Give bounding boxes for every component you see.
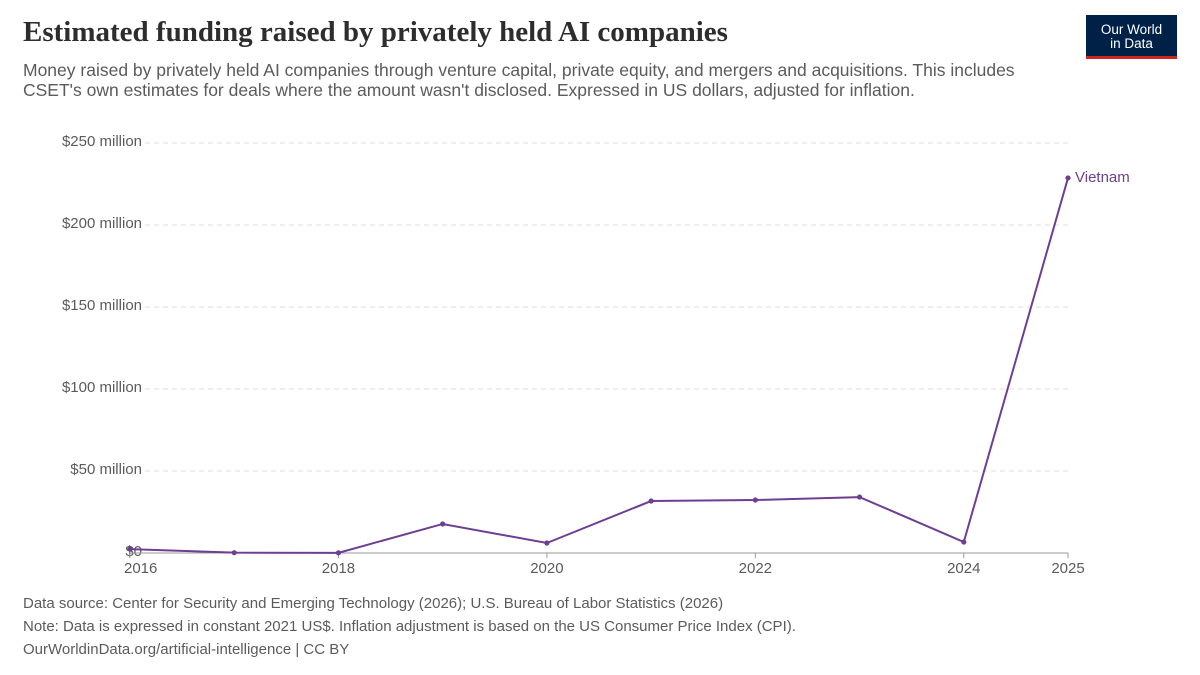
point — [231, 550, 237, 556]
line — [129, 177, 1069, 554]
y-tick-label: $50 million — [70, 461, 142, 478]
point — [856, 494, 863, 500]
logo[interactable]: Our World in Data — [1086, 15, 1177, 59]
logo-text: in Data — [1110, 36, 1153, 51]
logo-text: Our World — [1100, 22, 1163, 37]
y-tick-label: $100 million — [62, 379, 142, 396]
point — [127, 546, 133, 552]
url[interactable]: OurWorldinData.org/artificial-intelligen… — [23, 641, 350, 658]
point — [752, 497, 758, 503]
source: Data source: Center for Security and Eme… — [23, 595, 724, 612]
note: Note: Data is expressed in constant 2021… — [23, 618, 796, 635]
y-tick-label: $0 — [125, 543, 142, 560]
x-tick-label: 2025 — [1051, 560, 1084, 577]
x-tick-label: 2016 — [124, 560, 157, 577]
point — [648, 498, 654, 504]
point — [335, 550, 342, 556]
x-tick-label: 2022 — [739, 560, 772, 577]
chart-subtitle: Money raised by privately held AI compan… — [23, 60, 1015, 100]
x-tick-label: 2024 — [947, 560, 980, 577]
point — [1065, 175, 1071, 181]
y-tick-label: $200 million — [62, 215, 142, 232]
point — [440, 521, 446, 527]
point — [544, 540, 550, 546]
point — [961, 539, 967, 545]
x-tick-label: 2018 — [322, 560, 355, 577]
y-tick-label: $250 million — [62, 133, 142, 150]
x-tick-label: 2020 — [530, 560, 563, 577]
chart-title: Estimated funding raised by privately he… — [23, 16, 728, 48]
y-tick-label: $150 million — [62, 297, 142, 314]
series-label: Vietnam — [1075, 169, 1130, 186]
